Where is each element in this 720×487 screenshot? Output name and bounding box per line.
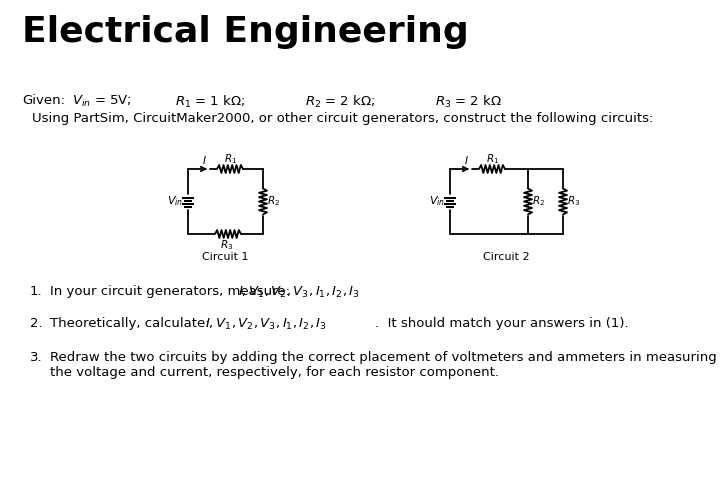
Text: $R_1$: $R_1$ (486, 152, 499, 166)
Text: .  It should match your answers in (1).: . It should match your answers in (1). (375, 317, 629, 330)
Text: I: I (203, 156, 206, 166)
Text: In your circuit generators, measure:: In your circuit generators, measure: (50, 285, 294, 298)
Text: I: I (465, 156, 468, 166)
Text: 3.: 3. (30, 351, 42, 364)
Text: Redraw the two circuits by adding the correct placement of voltmeters and ammete: Redraw the two circuits by adding the co… (50, 351, 716, 364)
Text: Circuit 1: Circuit 1 (202, 252, 248, 262)
Text: $R_3$: $R_3$ (220, 238, 233, 252)
Text: $R_1$: $R_1$ (224, 152, 237, 166)
Text: $R_1$ = 1 kΩ;: $R_1$ = 1 kΩ; (175, 94, 246, 110)
Text: $V_{in}$: $V_{in}$ (429, 195, 445, 208)
Text: $R_2$: $R_2$ (532, 195, 545, 208)
Text: Electrical Engineering: Electrical Engineering (22, 15, 469, 49)
Text: $R_3$ = 2 kΩ: $R_3$ = 2 kΩ (435, 94, 502, 110)
Text: Theoretically, calculate:: Theoretically, calculate: (50, 317, 214, 330)
Text: $I, V_1, V_2, V_3, I_1, I_2, I_3$: $I, V_1, V_2, V_3, I_1, I_2, I_3$ (238, 285, 360, 300)
Text: Circuit 2: Circuit 2 (483, 252, 530, 262)
Text: 2.: 2. (30, 317, 42, 330)
Text: $R_3$: $R_3$ (567, 195, 580, 208)
Text: $R_2$ = 2 kΩ;: $R_2$ = 2 kΩ; (305, 94, 375, 110)
Text: $I, V_1, V_2, V_3, I_1, I_2, I_3$: $I, V_1, V_2, V_3, I_1, I_2, I_3$ (205, 317, 327, 332)
Text: the voltage and current, respectively, for each resistor component.: the voltage and current, respectively, f… (50, 366, 499, 379)
Text: $V_{in}$ = 5V;: $V_{in}$ = 5V; (72, 94, 132, 109)
Text: Given:: Given: (22, 94, 65, 107)
Text: $V_{in}$: $V_{in}$ (167, 195, 183, 208)
Text: 1.: 1. (30, 285, 42, 298)
Text: $R_2$: $R_2$ (267, 195, 280, 208)
Text: Using PartSim, CircuitMaker2000, or other circuit generators, construct the foll: Using PartSim, CircuitMaker2000, or othe… (32, 112, 653, 125)
